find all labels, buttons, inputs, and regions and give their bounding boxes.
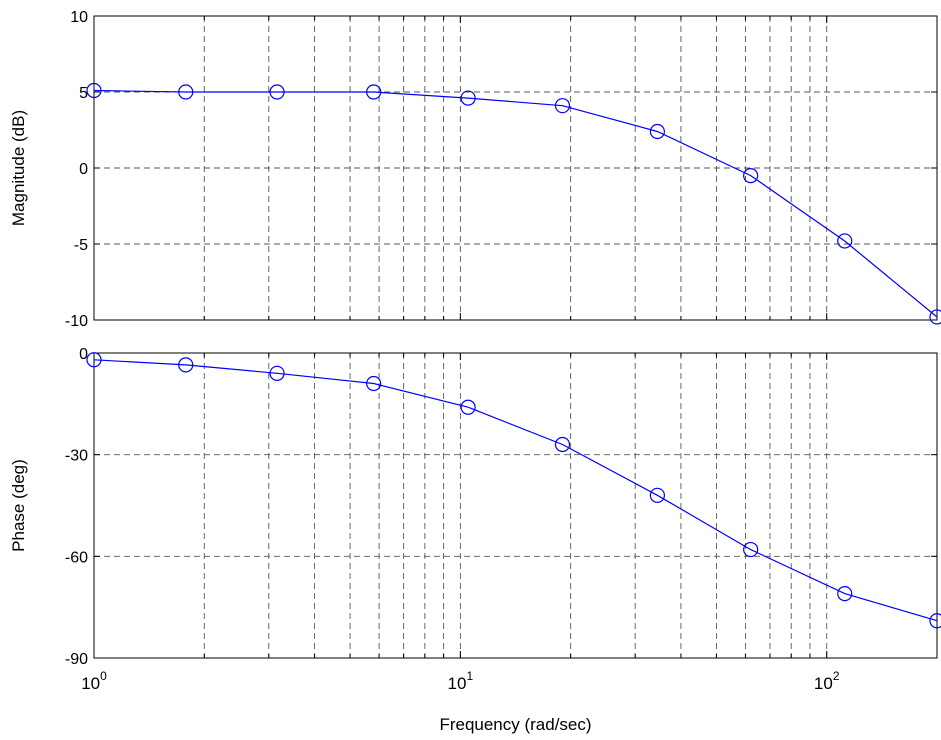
y-axis-label: Magnitude (dB)	[9, 110, 28, 226]
data-point-marker	[269, 84, 285, 100]
x-tick-label: 101	[448, 669, 474, 693]
data-point-marker	[929, 309, 941, 325]
x-tick-label: 100	[81, 669, 107, 693]
axes-frame	[93, 352, 938, 659]
y-tick-label: 0	[79, 161, 88, 178]
data-point-marker	[649, 487, 665, 503]
data-point-marker	[460, 399, 476, 415]
data-point-marker	[743, 541, 759, 558]
data-point-marker	[269, 365, 285, 381]
data-point-marker	[554, 436, 571, 453]
y-tick-label: -60	[65, 549, 88, 566]
data-point-marker	[178, 84, 194, 100]
y-tick-label: -90	[65, 651, 88, 668]
data-point-marker	[366, 375, 382, 392]
magnitude-axes: -10 -5 0 5 10 Magnitude (dB)	[9, 9, 941, 330]
data-point-marker	[460, 90, 476, 106]
phase-axes: -90 -60 -30 0 Phase (deg) 100 101 102 Frequency …	[9, 346, 941, 734]
y-tick-label: -5	[74, 237, 88, 254]
data-point-marker	[86, 82, 102, 99]
data-point-marker	[554, 98, 571, 114]
x-tick-label: 102	[814, 669, 840, 693]
data-point-marker	[929, 613, 941, 629]
y-axis-label: Phase (deg)	[9, 459, 28, 552]
data-point-marker	[178, 357, 194, 373]
data-point-marker	[743, 168, 759, 184]
data-point-marker	[86, 352, 102, 368]
data-point-marker	[649, 123, 665, 140]
y-tick-label: 5	[79, 85, 88, 102]
y-tick-label: -10	[65, 313, 88, 330]
data-point-marker	[837, 233, 853, 249]
series-line	[93, 359, 938, 622]
phase-series	[86, 352, 941, 629]
data-point-marker	[366, 84, 382, 100]
series-line	[93, 89, 938, 318]
x-axis-label: Frequency (rad/sec)	[439, 715, 591, 734]
y-tick-label: 0	[79, 346, 88, 363]
y-tick-label: 10	[70, 9, 88, 26]
y-tick-label: -30	[65, 448, 88, 465]
data-point-marker	[837, 586, 853, 602]
magnitude-series	[86, 82, 941, 325]
